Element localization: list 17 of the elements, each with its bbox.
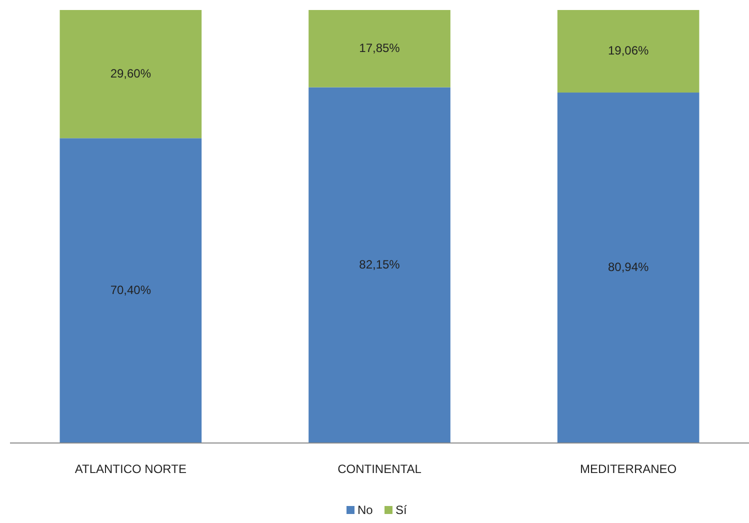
bar bbox=[557, 92, 700, 443]
bar bbox=[308, 87, 450, 443]
bar bbox=[308, 10, 450, 88]
legend-label: No bbox=[358, 503, 374, 517]
legend-label: Sí bbox=[396, 503, 408, 517]
bar bbox=[557, 10, 700, 93]
data-label: 29,60% bbox=[110, 66, 152, 80]
data-label: 82,15% bbox=[359, 257, 400, 272]
data-label: 19,06% bbox=[608, 43, 649, 58]
data-label: 70,40% bbox=[110, 282, 152, 297]
x-tick-label: CONTINENTAL bbox=[338, 462, 422, 476]
data-label: 80,94% bbox=[608, 260, 649, 274]
x-tick-label: ATLANTICO NORTE bbox=[74, 462, 186, 476]
x-tick-label: MEDITERRANEO bbox=[580, 462, 677, 476]
bar bbox=[60, 138, 202, 443]
bar bbox=[60, 10, 202, 138]
data-label: 17,85% bbox=[359, 40, 400, 55]
